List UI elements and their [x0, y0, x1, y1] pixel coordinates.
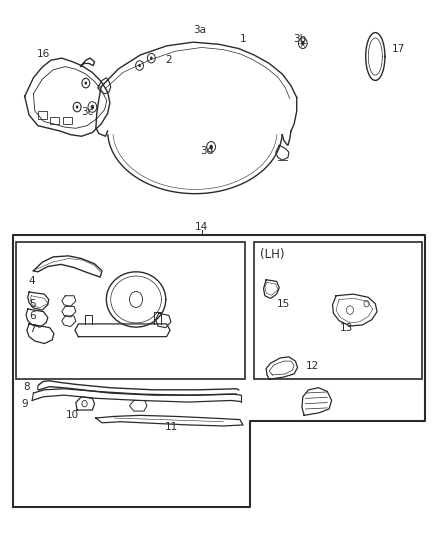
Text: 13: 13 — [340, 322, 353, 333]
Text: 3b: 3b — [293, 34, 307, 44]
Circle shape — [150, 56, 152, 60]
Text: 4: 4 — [29, 277, 35, 286]
Text: 12: 12 — [306, 361, 319, 372]
Text: (LH): (LH) — [261, 248, 285, 261]
Text: 16: 16 — [37, 49, 50, 59]
Text: 6: 6 — [29, 311, 35, 321]
Text: 2: 2 — [166, 55, 172, 65]
Circle shape — [91, 105, 94, 109]
Circle shape — [209, 145, 213, 149]
Text: 5: 5 — [29, 298, 35, 309]
Text: 11: 11 — [164, 422, 177, 432]
Text: 14: 14 — [195, 222, 208, 232]
Circle shape — [76, 106, 78, 109]
Text: 3d: 3d — [200, 146, 213, 156]
Circle shape — [85, 82, 87, 85]
Text: 8: 8 — [24, 382, 30, 392]
Text: 1: 1 — [240, 34, 246, 44]
Text: 15: 15 — [277, 298, 290, 309]
Bar — [63, 117, 72, 124]
Bar — [16, 242, 245, 379]
Text: 3a: 3a — [193, 25, 206, 35]
Bar — [254, 242, 422, 379]
Text: 7: 7 — [29, 324, 35, 334]
Circle shape — [138, 64, 141, 67]
Bar — [49, 117, 59, 124]
Circle shape — [301, 41, 304, 45]
Text: 17: 17 — [392, 44, 405, 53]
Text: 10: 10 — [66, 410, 79, 421]
Text: 3c: 3c — [81, 107, 93, 117]
Text: 9: 9 — [21, 399, 28, 409]
Bar — [38, 111, 47, 119]
